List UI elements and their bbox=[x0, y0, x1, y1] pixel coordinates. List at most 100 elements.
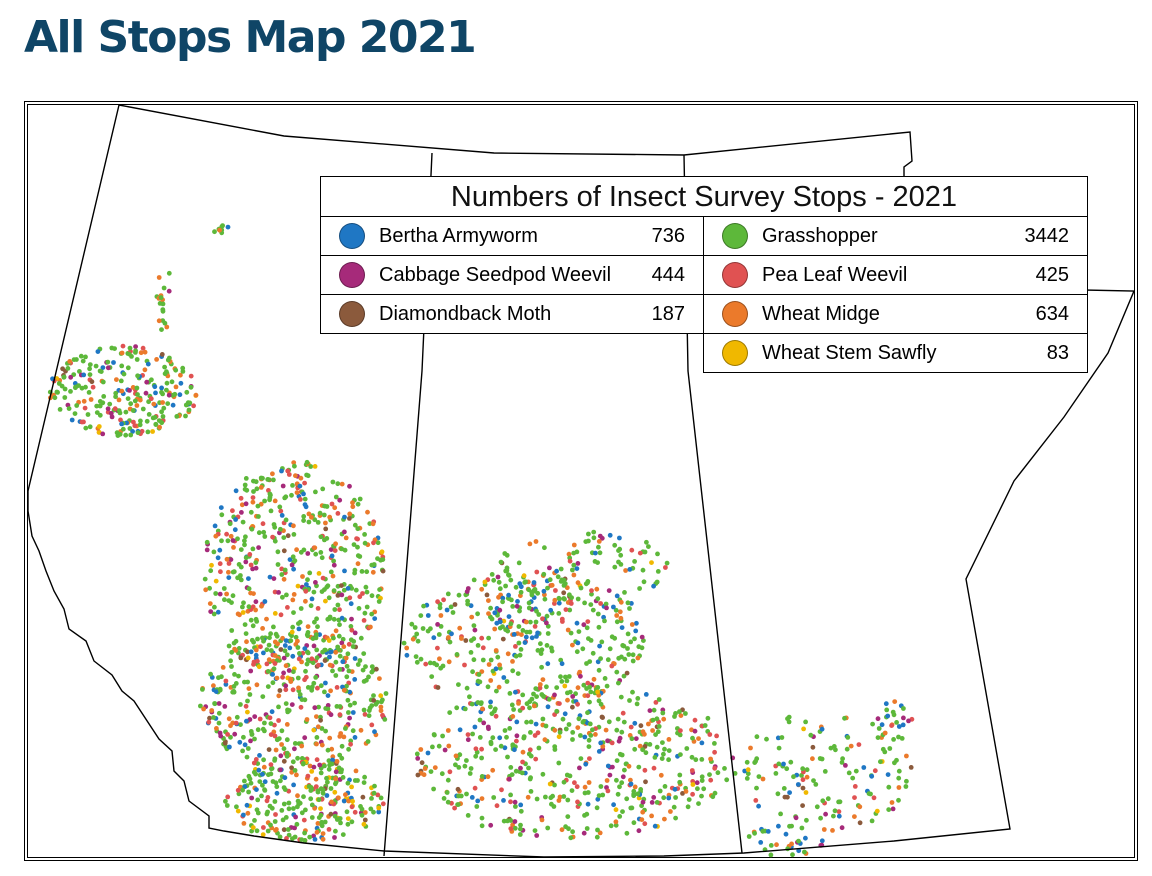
survey-stop-dot bbox=[261, 650, 266, 656]
survey-stop-dot bbox=[97, 403, 103, 409]
survey-stop-dot bbox=[285, 827, 291, 832]
survey-stop-dot bbox=[326, 758, 332, 764]
survey-stop-dot bbox=[215, 555, 221, 561]
survey-stop-dot bbox=[262, 779, 268, 785]
survey-stop-dot bbox=[613, 819, 619, 825]
survey-stop-dot bbox=[586, 737, 592, 743]
survey-stop-dot bbox=[142, 367, 148, 373]
survey-stop-dot bbox=[344, 674, 350, 680]
survey-stop-dot bbox=[207, 601, 213, 606]
survey-stop-dot bbox=[540, 716, 546, 722]
survey-stop-dot bbox=[280, 483, 286, 489]
survey-stop-dot bbox=[515, 599, 520, 604]
survey-stop-dot bbox=[350, 710, 356, 715]
survey-stop-dot bbox=[891, 712, 897, 718]
survey-stop-dot bbox=[302, 735, 308, 741]
survey-stop-dot bbox=[232, 672, 237, 677]
survey-stop-dot bbox=[523, 579, 528, 585]
survey-stop-dot bbox=[279, 513, 285, 518]
survey-stop-dot bbox=[227, 744, 232, 750]
survey-stop-dot bbox=[160, 308, 166, 314]
survey-stop-dot bbox=[316, 797, 322, 803]
survey-stop-dot bbox=[326, 595, 332, 601]
survey-stop-dot bbox=[231, 684, 237, 689]
survey-stop-dot bbox=[296, 626, 302, 632]
survey-stop-dot bbox=[547, 577, 553, 583]
survey-stop-dot bbox=[253, 607, 258, 613]
survey-stop-dot bbox=[595, 796, 601, 802]
survey-stop-dot bbox=[818, 815, 823, 821]
survey-stop-dot bbox=[255, 503, 261, 509]
survey-stop-dot bbox=[419, 760, 425, 766]
survey-stop-dot bbox=[284, 836, 289, 841]
survey-stop-dot bbox=[496, 684, 502, 690]
survey-stop-dot bbox=[341, 587, 347, 593]
survey-stop-dot bbox=[312, 545, 318, 551]
survey-stop-dot bbox=[345, 780, 351, 786]
survey-stop-dot bbox=[640, 567, 646, 573]
survey-stop-dot bbox=[261, 764, 267, 770]
survey-stop-dot bbox=[654, 716, 660, 722]
survey-stop-dot bbox=[516, 560, 522, 566]
survey-stop-dot bbox=[216, 710, 222, 716]
survey-stop-dot bbox=[178, 380, 184, 386]
survey-stop-dot bbox=[246, 586, 252, 592]
survey-stop-dot bbox=[268, 508, 274, 514]
survey-stop-dot bbox=[508, 577, 514, 583]
survey-stop-dots bbox=[47, 223, 915, 858]
survey-stop-dot bbox=[401, 640, 407, 646]
survey-stop-dot bbox=[334, 759, 340, 764]
survey-stop-dot bbox=[615, 791, 621, 797]
survey-stop-dot bbox=[279, 728, 285, 734]
survey-stop-dot bbox=[549, 582, 555, 588]
survey-stop-dot bbox=[301, 491, 306, 497]
survey-stop-dot bbox=[508, 621, 514, 627]
survey-stop-dot bbox=[108, 411, 114, 416]
survey-stop-dot bbox=[316, 571, 322, 576]
survey-stop-dot bbox=[468, 766, 474, 771]
survey-stop-dot bbox=[357, 658, 363, 663]
survey-stop-dot bbox=[246, 686, 252, 691]
survey-stop-dot bbox=[127, 345, 133, 351]
survey-stop-dot bbox=[244, 718, 249, 724]
survey-stop-dot bbox=[545, 825, 551, 831]
survey-stop-dot bbox=[336, 765, 342, 771]
survey-stop-dot bbox=[469, 614, 475, 620]
survey-stop-dot bbox=[292, 834, 298, 840]
survey-stop-dot bbox=[322, 658, 328, 663]
survey-stop-dot bbox=[94, 403, 100, 409]
survey-stop-dot bbox=[516, 640, 522, 646]
survey-stop-dot bbox=[431, 635, 437, 641]
survey-stop-dot bbox=[467, 694, 472, 700]
survey-stop-dot bbox=[135, 373, 140, 379]
survey-stop-dot bbox=[243, 631, 249, 636]
survey-stop-dot bbox=[220, 665, 226, 670]
survey-stop-dot bbox=[305, 773, 311, 779]
survey-stop-dot bbox=[306, 511, 312, 517]
survey-stop-dot bbox=[217, 561, 223, 567]
survey-stop-dot bbox=[677, 772, 683, 778]
survey-stop-dot bbox=[348, 738, 354, 744]
survey-stop-dot bbox=[313, 551, 319, 557]
survey-stop-dot bbox=[596, 793, 602, 798]
survey-stop-dot bbox=[642, 744, 648, 749]
survey-stop-dot bbox=[279, 468, 284, 474]
survey-stop-dot bbox=[585, 710, 590, 716]
survey-stop-dot bbox=[497, 662, 502, 668]
survey-stop-dot bbox=[414, 631, 420, 637]
survey-stop-dot bbox=[695, 786, 700, 792]
survey-stop-dot bbox=[595, 596, 601, 602]
survey-stop-dot bbox=[331, 558, 336, 564]
survey-stop-dot bbox=[273, 747, 279, 753]
survey-stop-dot bbox=[507, 776, 512, 782]
survey-stop-dot bbox=[614, 758, 620, 763]
survey-stop-dot bbox=[333, 659, 339, 665]
survey-stop-dot bbox=[472, 724, 478, 730]
survey-stop-dot bbox=[634, 701, 640, 707]
survey-stop-dot bbox=[275, 549, 281, 555]
survey-stop-dot bbox=[445, 799, 451, 805]
survey-stop-dot bbox=[332, 835, 337, 840]
survey-stop-dot bbox=[621, 719, 627, 725]
survey-stop-dot bbox=[534, 796, 540, 802]
survey-stop-dot bbox=[294, 821, 300, 827]
